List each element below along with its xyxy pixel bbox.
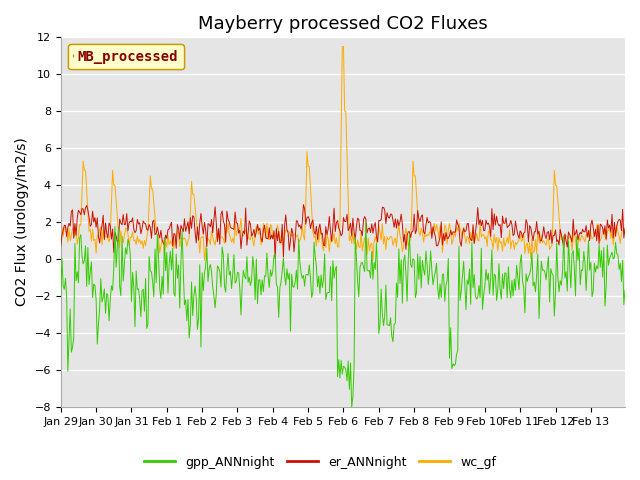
Legend: MB_processed: MB_processed: [68, 44, 184, 70]
Y-axis label: CO2 Flux (urology/m2/s): CO2 Flux (urology/m2/s): [15, 138, 29, 307]
Title: Mayberry processed CO2 Fluxes: Mayberry processed CO2 Fluxes: [198, 15, 488, 33]
Legend: gpp_ANNnight, er_ANNnight, wc_gf: gpp_ANNnight, er_ANNnight, wc_gf: [139, 451, 501, 474]
